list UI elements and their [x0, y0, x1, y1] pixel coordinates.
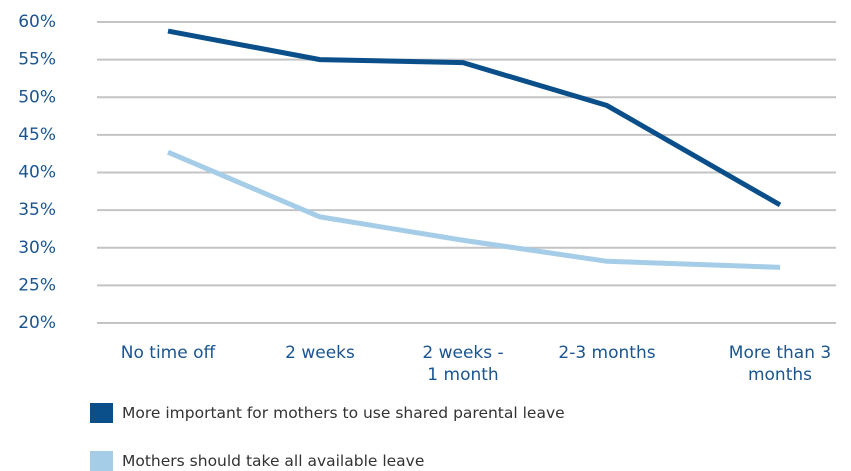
- x-tick-label: 2 weeks - 1 month: [422, 343, 504, 385]
- x-tick-label: 2-3 months: [558, 343, 656, 363]
- series-line: [167, 149, 781, 270]
- y-tick-label: 30%: [18, 238, 56, 258]
- x-tick-label: 2 weeks: [285, 343, 355, 363]
- x-tick-label: No time off: [120, 343, 216, 363]
- legend-swatch: [90, 451, 113, 471]
- y-tick-label: 50%: [18, 87, 56, 107]
- y-tick-label: 25%: [18, 275, 56, 295]
- legend-item: More important for mothers to use shared…: [90, 403, 565, 423]
- y-tick-label: 45%: [18, 125, 56, 145]
- y-tick-label: 40%: [18, 163, 56, 183]
- x-tick-label: More than 3 months: [728, 343, 832, 385]
- y-tick-label: 60%: [18, 12, 56, 32]
- y-tick-label: 35%: [18, 200, 56, 220]
- legend-label: Mothers should take all available leave: [122, 452, 425, 470]
- legend-label: More important for mothers to use shared…: [122, 404, 565, 422]
- y-tick-label: 55%: [18, 50, 56, 70]
- series-line: [167, 28, 782, 208]
- legend-swatch: [90, 403, 113, 423]
- legend-item: Mothers should take all available leave: [90, 451, 424, 471]
- y-tick-label: 20%: [18, 313, 56, 333]
